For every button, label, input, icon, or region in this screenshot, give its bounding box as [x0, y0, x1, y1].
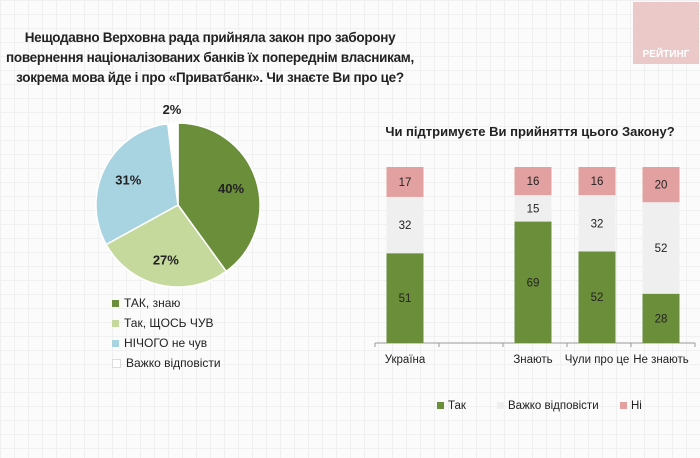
- logo-text: РЕЙТИНГ: [642, 49, 690, 60]
- legend-label: Так, ЩОСЬ ЧУВ: [124, 316, 214, 330]
- bar-segment: [642, 202, 680, 294]
- bar-data-label: 28: [655, 313, 668, 325]
- bar-data-label: 69: [527, 277, 540, 289]
- pie-legend-item: Так, ЩОСЬ ЧУВ: [112, 316, 213, 330]
- x-tick-label: Не знають: [633, 354, 689, 366]
- bar-data-label: 52: [655, 243, 668, 255]
- pie-legend-item: ТАК, знаю: [112, 296, 180, 310]
- x-tick-label: Україна: [385, 354, 426, 366]
- bar-data-label: 52: [591, 292, 604, 304]
- x-tick-label: Знають: [513, 354, 552, 366]
- bar-segment: [578, 251, 616, 343]
- bar-data-label: 16: [527, 176, 540, 188]
- bar-data-label: 51: [399, 293, 412, 305]
- bar-segment: [386, 196, 424, 254]
- bar-legend-label: Ні: [631, 400, 642, 412]
- legend-label: Важко відповісти: [126, 356, 221, 370]
- bar-legend-label: Так: [448, 400, 467, 412]
- bar-segment: [578, 195, 616, 252]
- pie-slice: [105, 204, 228, 288]
- bar-legend-swatch: [437, 402, 444, 409]
- bar-segment: [578, 167, 616, 196]
- pie-legend-item: Важко відповісти: [112, 356, 221, 370]
- bar-segment: [386, 253, 424, 343]
- pie-slice: [95, 122, 179, 246]
- bar-segment: [386, 167, 424, 197]
- legend-label: ТАК, знаю: [124, 296, 181, 310]
- bar-segment: [514, 167, 552, 196]
- pie-slice: [177, 122, 261, 273]
- bar-legend-swatch: [620, 402, 627, 409]
- bar-data-label: 17: [399, 177, 412, 189]
- rating-logo: РЕЙТИНГ: [633, 2, 699, 64]
- bar-segment: [514, 221, 552, 343]
- bar-legend-label: Важко відповісти: [508, 400, 599, 412]
- bar-chart-title: Чи підтримуєте Ви прийняття цього Закону…: [385, 124, 675, 139]
- bar-segment: [514, 195, 552, 222]
- pie-data-label: 2%: [163, 102, 182, 117]
- bar-data-label: 16: [591, 176, 604, 188]
- pie-data-label: 40%: [218, 181, 244, 196]
- bar-data-label: 32: [591, 218, 604, 230]
- legend-swatch: [112, 319, 119, 327]
- bar-data-label: 32: [399, 220, 412, 232]
- x-tick-label: Чули про це: [565, 354, 630, 366]
- bar-data-label: 15: [527, 203, 540, 215]
- bar-segment: [642, 293, 680, 343]
- bar-segment: [642, 167, 680, 203]
- bar-legend-swatch: [497, 402, 504, 409]
- legend-label: НІЧОГО не чув: [124, 336, 208, 350]
- legend-swatch: [112, 299, 119, 307]
- pie-data-label: 31%: [115, 173, 141, 188]
- bar-data-label: 20: [655, 180, 668, 192]
- pie-slice: [166, 122, 179, 206]
- pie-legend-item: НІЧОГО не чув: [112, 336, 207, 350]
- legend-swatch: [112, 339, 119, 347]
- legend-swatch: [112, 358, 121, 368]
- pie-data-label: 27%: [153, 252, 179, 267]
- pie-chart-title: Нещодавно Верховна рада прийняла закон п…: [6, 30, 414, 85]
